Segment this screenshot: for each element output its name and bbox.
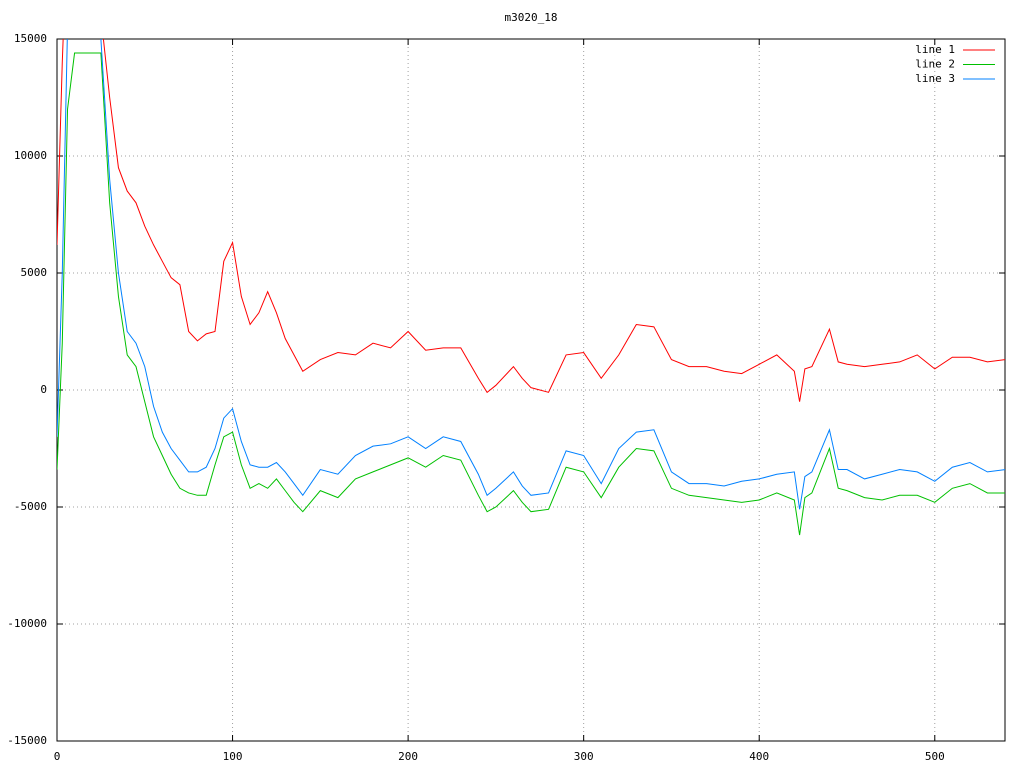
legend-label: line 3 xyxy=(915,72,955,85)
y-tick-label: -15000 xyxy=(7,734,47,747)
x-tick-label: 0 xyxy=(54,750,61,763)
y-tick-label: 10000 xyxy=(14,149,47,162)
chart-title: m3020_18 xyxy=(505,11,558,24)
legend-label: line 1 xyxy=(915,43,955,56)
x-tick-label: 300 xyxy=(574,750,594,763)
y-tick-label: -5000 xyxy=(14,500,47,513)
x-tick-label: 500 xyxy=(925,750,945,763)
y-tick-label: 15000 xyxy=(14,32,47,45)
plot-frame xyxy=(56,38,1006,742)
data-line xyxy=(57,39,1005,402)
y-tick-label: 5000 xyxy=(21,266,48,279)
x-tick-label: 200 xyxy=(398,750,418,763)
x-tick-label: 100 xyxy=(223,750,243,763)
plot-area xyxy=(57,39,1005,536)
y-tick-label: 0 xyxy=(40,383,47,396)
data-line xyxy=(57,39,1005,510)
legend-label: line 2 xyxy=(915,58,955,71)
data-line xyxy=(57,52,1005,536)
x-tick-label: 400 xyxy=(749,750,769,763)
y-tick-label: -10000 xyxy=(7,617,47,630)
